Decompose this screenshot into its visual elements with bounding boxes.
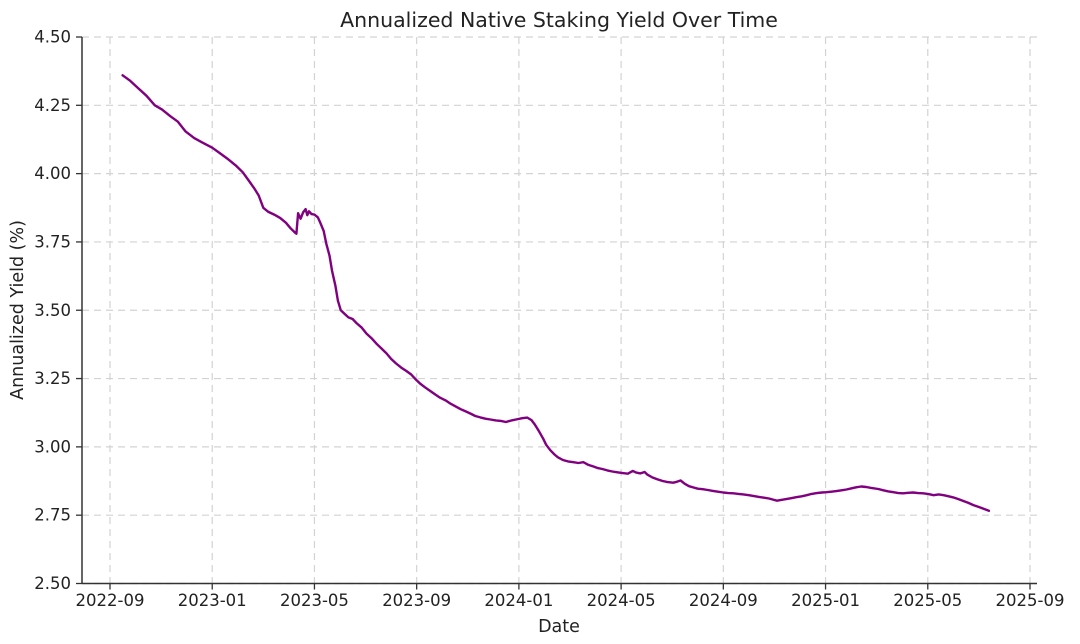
x-tick-label: 2024-05 (587, 591, 656, 610)
x-tick-label: 2025-09 (996, 591, 1065, 610)
x-tick-label: 2022-09 (76, 591, 145, 610)
tick-marks (76, 36, 1031, 590)
x-tick-labels: 2022-09 2023-01 2023-05 2023-09 2024-01 2024-… (76, 591, 1065, 610)
x-axis-label: Date (538, 617, 580, 637)
axes-spines (81, 37, 1037, 585)
y-tick-label: 4.25 (34, 96, 71, 115)
x-tick-label: 2023-09 (382, 591, 451, 610)
y-tick-label: 3.00 (34, 437, 71, 456)
y-tick-label: 3.50 (34, 301, 71, 320)
y-tick-label: 2.50 (34, 574, 71, 593)
y-tick-label: 3.75 (34, 232, 71, 251)
chart-title: Annualized Native Staking Yield Over Tim… (340, 8, 778, 32)
y-tick-label: 4.50 (34, 28, 71, 47)
yield-line (121, 74, 991, 512)
x-tick-label: 2025-01 (791, 591, 860, 610)
x-tick-label: 2024-01 (484, 591, 553, 610)
x-tick-label: 2023-01 (178, 591, 247, 610)
y-tick-labels: 2.50 2.75 3.00 3.25 3.50 3.75 4.00 4.25 4.50 (34, 28, 71, 594)
y-tick-label: 2.75 (34, 506, 71, 525)
x-tick-label: 2025-05 (893, 591, 962, 610)
y-axis-label: Annualized Yield (%) (8, 220, 28, 400)
gridlines (82, 36, 1037, 585)
y-tick-label: 3.25 (34, 369, 71, 388)
x-tick-label: 2023-05 (280, 591, 349, 610)
x-tick-label: 2024-09 (689, 591, 758, 610)
y-tick-label: 4.00 (34, 164, 71, 183)
